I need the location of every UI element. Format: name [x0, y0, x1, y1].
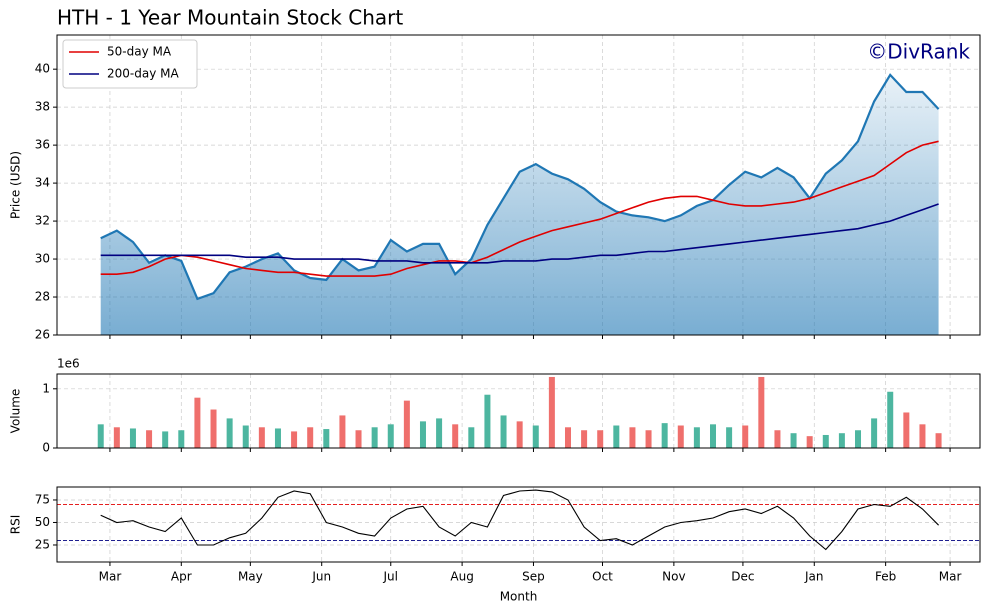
- y-tick-label: 25: [35, 537, 50, 551]
- bar: [709, 424, 716, 448]
- bar: [387, 424, 394, 448]
- bar: [790, 433, 797, 448]
- x-tick-label: Aug: [450, 570, 473, 584]
- bar: [677, 425, 684, 448]
- bar: [935, 433, 942, 448]
- bar: [532, 425, 539, 448]
- bar: [274, 428, 281, 448]
- y-tick-label: 26: [35, 328, 50, 342]
- bar: [581, 430, 588, 448]
- bar: [838, 433, 845, 448]
- bar: [452, 424, 459, 448]
- bar: [516, 421, 523, 448]
- bar: [419, 421, 426, 448]
- y-tick-label: 30: [35, 252, 50, 266]
- y-axis-label: Price (USD): [9, 151, 23, 219]
- bar: [129, 428, 136, 448]
- legend-label: 50-day MA: [107, 45, 172, 59]
- x-tick-label: Feb: [875, 570, 896, 584]
- bar: [178, 430, 185, 448]
- line: [100, 489, 939, 551]
- bar: [291, 431, 298, 448]
- x-tick-label: Jan: [804, 570, 824, 584]
- y-tick-label: 75: [35, 492, 50, 506]
- x-tick-label: Jun: [311, 570, 331, 584]
- x-tick-label: Nov: [662, 570, 685, 584]
- bar: [113, 427, 120, 448]
- bar: [903, 412, 910, 448]
- y-tick-label: 34: [35, 176, 50, 190]
- ma-line: [100, 203, 939, 264]
- y-tick-label: 0: [42, 441, 50, 455]
- plot-frame: [56, 486, 981, 563]
- bar: [597, 430, 604, 448]
- bar: [871, 418, 878, 448]
- chart-title: HTH - 1 Year Mountain Stock Chart: [57, 6, 403, 30]
- bar: [162, 431, 169, 448]
- bar: [307, 427, 314, 448]
- bar: [339, 415, 346, 448]
- bar: [403, 400, 410, 448]
- bar: [855, 430, 862, 448]
- plot-frame: [56, 373, 981, 449]
- bar: [436, 418, 443, 448]
- bar: [774, 430, 781, 448]
- bar: [629, 427, 636, 448]
- x-tick-label: Mar: [939, 570, 962, 584]
- bar: [613, 425, 620, 448]
- area: [100, 74, 939, 336]
- y-tick-label: 32: [35, 214, 50, 228]
- bar: [355, 430, 362, 448]
- bar: [548, 376, 555, 448]
- x-tick-label: Mar: [99, 570, 122, 584]
- bar: [887, 391, 894, 448]
- x-tick-label: Dec: [731, 570, 754, 584]
- y-tick-label: 28: [35, 290, 50, 304]
- bar: [919, 424, 926, 448]
- bar: [822, 434, 829, 448]
- bar: [500, 415, 507, 448]
- y-tick-label: 50: [35, 515, 50, 529]
- bar: [758, 376, 765, 448]
- legend-label: 200-day MA: [107, 67, 179, 81]
- x-axis-label: Month: [500, 590, 538, 604]
- bar: [97, 424, 104, 448]
- bar: [661, 423, 668, 448]
- bar: [146, 430, 153, 448]
- bar: [645, 430, 652, 448]
- bar: [564, 427, 571, 448]
- y-axis-label: Volume: [9, 389, 23, 434]
- bar: [226, 418, 233, 448]
- y-tick-label: 38: [35, 100, 50, 114]
- watermark: ©DivRank: [867, 40, 970, 64]
- bar: [242, 425, 249, 448]
- bar: [693, 427, 700, 448]
- offset-label: 1e6: [57, 357, 80, 371]
- bar: [742, 425, 749, 448]
- bar: [371, 427, 378, 448]
- x-tick-label: May: [238, 570, 263, 584]
- bar: [323, 429, 330, 448]
- y-axis-label: RSI: [9, 515, 23, 535]
- y-tick-label: 40: [35, 62, 50, 76]
- bar: [210, 409, 217, 448]
- y-tick-label: 1: [42, 381, 50, 395]
- ma-line: [100, 140, 939, 277]
- y-tick-label: 36: [35, 138, 50, 152]
- x-tick-label: Apr: [171, 570, 192, 584]
- line: [100, 73, 940, 301]
- bar: [726, 427, 733, 448]
- bar: [484, 394, 491, 448]
- x-tick-label: Sep: [522, 570, 545, 584]
- bar: [806, 436, 813, 448]
- bar: [468, 427, 475, 448]
- bar: [194, 397, 201, 448]
- plot-frame: [56, 34, 981, 336]
- x-tick-label: Oct: [592, 570, 613, 584]
- bar: [258, 427, 265, 448]
- x-tick-label: Jul: [383, 570, 398, 584]
